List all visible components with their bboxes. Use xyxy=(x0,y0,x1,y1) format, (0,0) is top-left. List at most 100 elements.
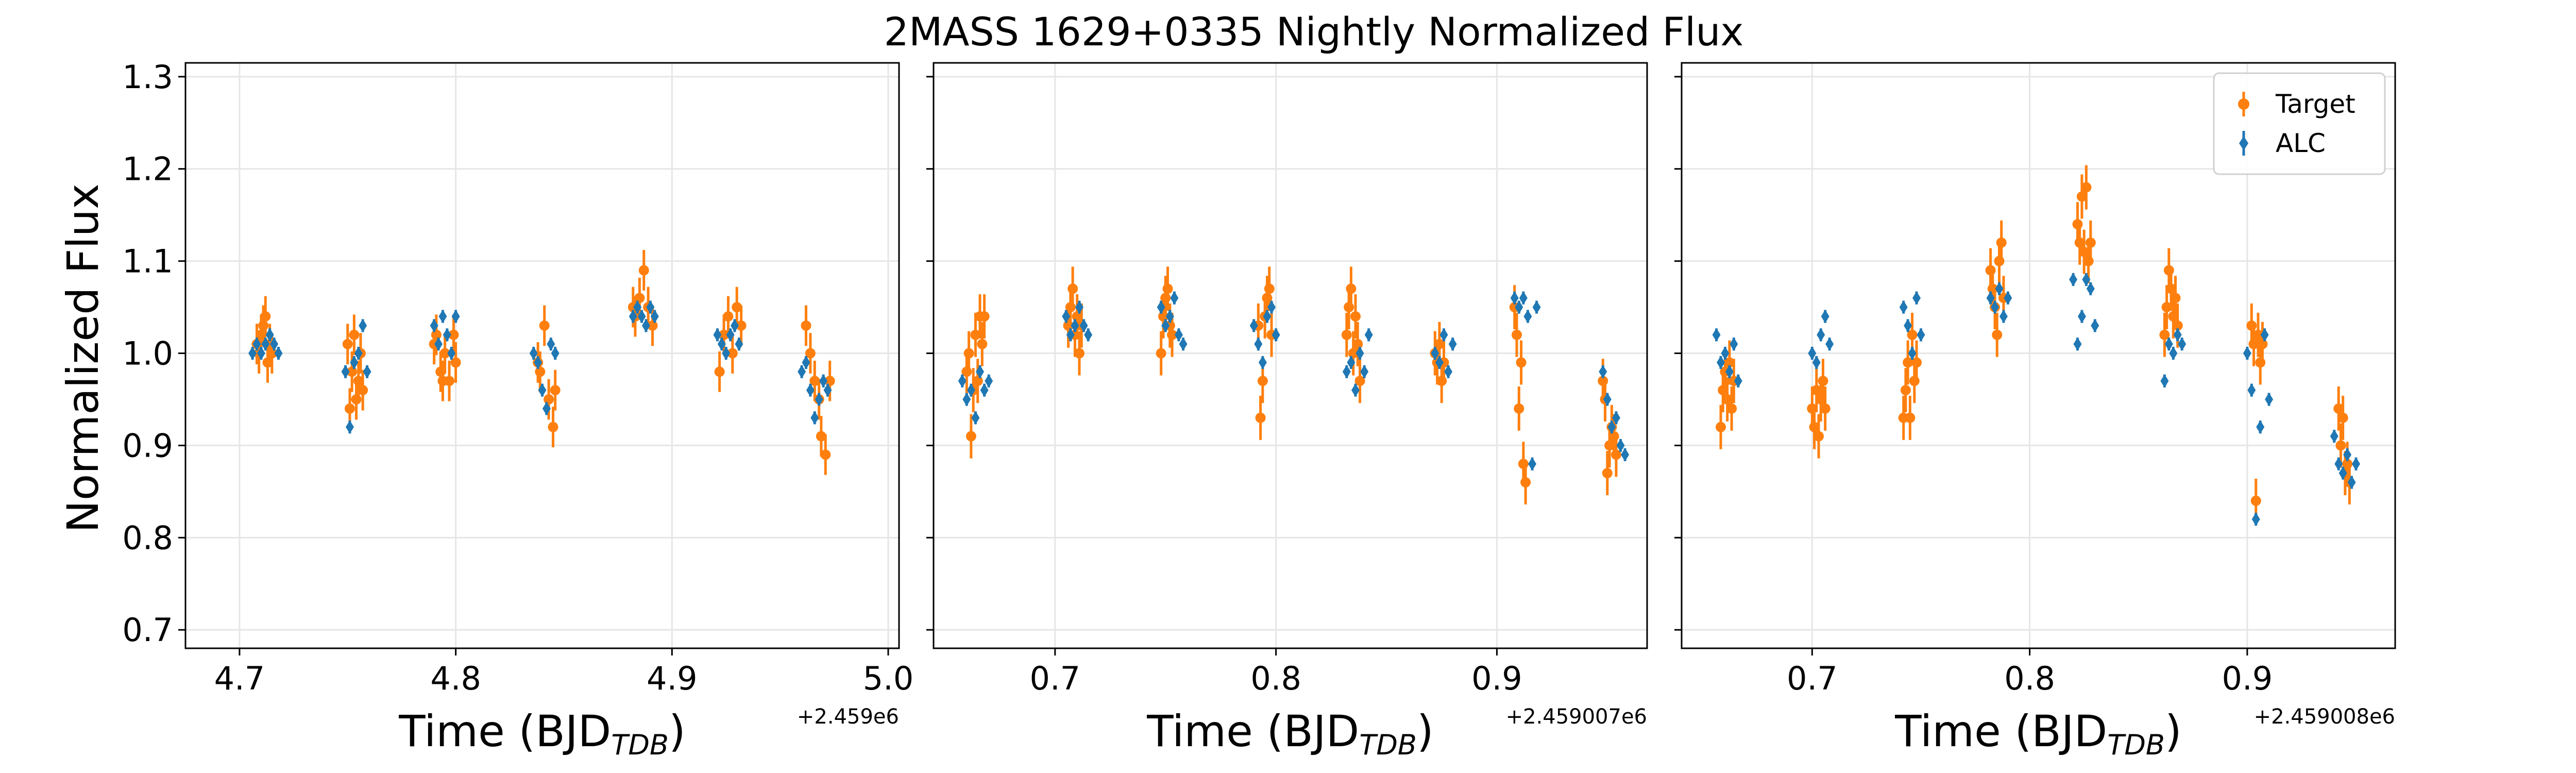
data-point-alc xyxy=(1612,411,1620,425)
data-point-alc xyxy=(717,337,726,351)
data-point-target xyxy=(2333,403,2344,414)
data-point-target xyxy=(2257,339,2268,349)
data-point-target xyxy=(1074,348,1085,359)
data-point-target xyxy=(1992,329,2003,340)
data-point-alc xyxy=(265,328,274,342)
data-point-alc xyxy=(1812,356,1821,369)
data-point-target xyxy=(727,348,738,359)
data-point-target xyxy=(535,366,546,377)
axes-frame xyxy=(1681,62,2396,649)
data-point-alc xyxy=(1532,300,1541,314)
data-point-target xyxy=(2172,320,2183,331)
data-point-target xyxy=(1602,468,1613,479)
y-tick-label: 1.1 xyxy=(122,243,173,280)
data-point-target xyxy=(1344,302,1354,313)
data-point-alc xyxy=(1523,309,1532,323)
data-point-alc xyxy=(443,328,451,342)
data-point-alc xyxy=(2164,337,2173,351)
data-point-alc xyxy=(354,346,363,360)
data-point-alc xyxy=(1360,365,1369,379)
data-point-target xyxy=(723,311,734,322)
data-point-target xyxy=(342,339,353,349)
data-point-alc xyxy=(363,365,371,379)
data-point-alc xyxy=(1734,374,1742,388)
data-point-target xyxy=(444,376,455,386)
data-point-target xyxy=(1257,376,1268,386)
data-point-alc xyxy=(1825,337,1834,351)
data-point-alc xyxy=(815,392,823,406)
data-point-target xyxy=(1820,403,1831,414)
chart-title: 2MASS 1629+0335 Nightly Normalized Flux xyxy=(884,9,1744,55)
data-point-alc xyxy=(1263,309,1272,323)
data-point-target xyxy=(1434,339,1445,349)
data-point-alc xyxy=(726,328,735,342)
data-point-alc xyxy=(1439,328,1448,342)
data-point-target xyxy=(1818,376,1828,386)
data-point-alc xyxy=(1062,309,1071,323)
data-point-target xyxy=(719,329,730,340)
data-point-target xyxy=(2076,191,2087,202)
data-point-target xyxy=(2163,265,2174,276)
data-point-target xyxy=(1909,376,1920,386)
legend-marker-alc xyxy=(2239,136,2248,150)
data-point-alc xyxy=(2265,392,2274,406)
data-point-target xyxy=(2166,283,2177,294)
data-point-target xyxy=(2079,246,2090,257)
legend-marker-target xyxy=(2238,98,2249,110)
data-point-target xyxy=(351,394,362,405)
data-point-target xyxy=(1996,237,2007,248)
data-point-alc xyxy=(1071,318,1079,332)
series-target-panel-1 xyxy=(251,250,835,475)
data-point-alc xyxy=(1431,346,1439,360)
data-point-target xyxy=(1722,394,1733,405)
data-point-alc xyxy=(1986,291,1995,305)
data-point-alc xyxy=(1066,328,1075,342)
data-point-alc xyxy=(1912,291,1921,305)
data-point-target xyxy=(1162,283,1173,294)
data-point-alc xyxy=(252,337,261,351)
data-point-alc xyxy=(1254,337,1263,351)
data-point-alc xyxy=(641,318,650,332)
data-point-alc xyxy=(2086,282,2095,296)
data-point-alc xyxy=(2338,466,2347,480)
data-point-alc xyxy=(2343,448,2352,462)
x-tick-label: 0.7 xyxy=(1787,660,1838,697)
data-point-target xyxy=(2161,302,2172,313)
data-point-target xyxy=(1518,459,1529,469)
data-point-target xyxy=(1514,403,1524,414)
data-point-target xyxy=(1067,283,1078,294)
data-point-alc xyxy=(1712,328,1721,342)
data-point-target xyxy=(539,320,550,331)
data-point-target xyxy=(1903,357,1913,368)
data-point-target xyxy=(1608,431,1619,442)
data-point-alc xyxy=(1603,392,1612,406)
data-point-alc xyxy=(1917,328,1925,342)
data-point-target xyxy=(431,329,442,340)
data-point-alc xyxy=(1157,300,1165,314)
data-point-alc xyxy=(2169,346,2178,360)
data-point-alc xyxy=(722,346,731,360)
x-axis-label: Time (BJDTDB) xyxy=(398,706,686,761)
data-point-target xyxy=(347,366,358,377)
data-point-target xyxy=(544,394,554,405)
data-point-alc xyxy=(962,392,971,406)
data-point-alc xyxy=(1899,300,1908,314)
data-point-alc xyxy=(274,346,283,360)
data-point-alc xyxy=(1165,309,1174,323)
data-point-target xyxy=(634,293,645,304)
x-tick-label: 0.7 xyxy=(1030,660,1081,697)
data-point-target xyxy=(820,449,831,460)
data-point-alc xyxy=(1342,365,1351,379)
data-point-target xyxy=(2252,329,2263,340)
data-point-alc xyxy=(1821,309,1829,323)
data-point-target xyxy=(2337,412,2348,423)
data-point-alc xyxy=(1995,282,2004,296)
data-point-alc xyxy=(1607,420,1616,434)
data-point-alc xyxy=(2334,457,2343,471)
data-point-target xyxy=(809,376,820,386)
data-point-alc xyxy=(529,346,538,360)
data-point-target xyxy=(1811,385,1822,396)
data-point-alc xyxy=(270,337,279,351)
data-point-alc xyxy=(1351,383,1360,397)
data-point-target xyxy=(2170,293,2181,304)
